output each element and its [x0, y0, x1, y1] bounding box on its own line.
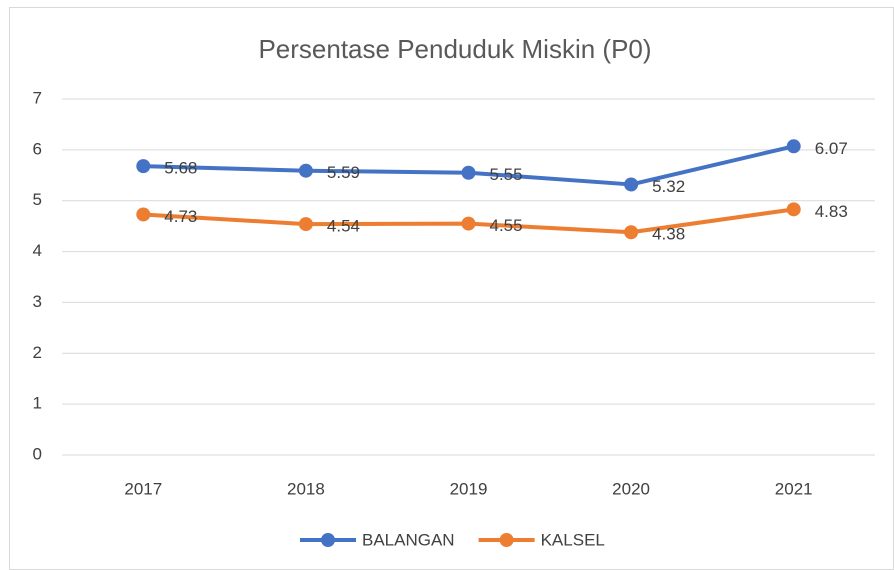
y-tick-label: 5	[33, 190, 42, 209]
data-label: 4.83	[815, 202, 848, 221]
x-tick-label: 2019	[450, 479, 488, 498]
legend-label: BALANGAN	[362, 530, 455, 549]
data-point	[461, 216, 476, 231]
data-point	[461, 165, 476, 180]
data-point	[786, 202, 801, 217]
y-tick-label: 4	[33, 241, 42, 260]
chart-title: Persentase Penduduk Miskin (P0)	[258, 34, 651, 64]
legend-marker	[499, 533, 514, 547]
x-tick-label: 2020	[612, 479, 650, 498]
data-label: 4.54	[327, 217, 360, 236]
data-point	[136, 159, 151, 174]
data-label: 5.59	[327, 163, 360, 182]
data-label: 4.73	[164, 207, 197, 226]
legend-label: KALSEL	[541, 530, 605, 549]
data-point	[786, 139, 801, 154]
data-point	[624, 177, 639, 192]
y-tick-label: 3	[33, 292, 42, 311]
data-label: 5.68	[164, 159, 197, 178]
y-tick-label: 0	[33, 444, 42, 463]
y-tick-label: 1	[33, 394, 42, 413]
chart-border	[9, 7, 894, 570]
data-point	[136, 207, 151, 222]
y-tick-label: 7	[33, 88, 42, 107]
x-tick-label: 2018	[287, 479, 325, 498]
x-tick-label: 2017	[124, 479, 162, 498]
data-label: 5.55	[490, 165, 523, 184]
data-label: 6.07	[815, 139, 848, 158]
data-label: 4.55	[490, 216, 523, 235]
data-point	[624, 225, 639, 240]
data-label: 5.32	[652, 177, 685, 196]
y-tick-label: 2	[33, 343, 42, 362]
y-tick-label: 6	[33, 139, 42, 158]
data-point	[298, 217, 313, 232]
legend-marker	[321, 533, 335, 547]
x-tick-label: 2021	[775, 479, 813, 498]
data-label: 4.38	[652, 225, 685, 244]
data-point	[298, 163, 313, 178]
